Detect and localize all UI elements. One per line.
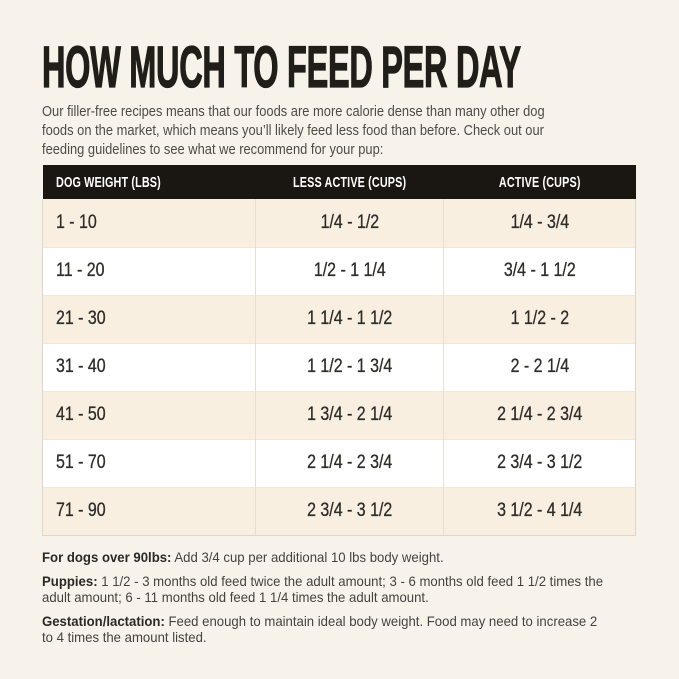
intro-line: foods on the market, which means you’ll … [42,122,544,139]
table-header-row: DOG WEIGHT (LBS) LESS ACTIVE (CUPS) ACTI… [42,165,636,199]
weight-cell: 31 - 40 [42,342,256,391]
table-row: 31 - 40 1 1/2 - 1 3/4 2 - 2 1/4 [42,342,636,391]
less-active-cell: 1 1/2 - 1 3/4 [255,342,444,391]
feeding-guide-table: DOG WEIGHT (LBS) LESS ACTIVE (CUPS) ACTI… [42,165,636,536]
less-active-cell: 2 1/4 - 2 3/4 [255,438,444,487]
active-cell: 3/4 - 1 1/2 [443,246,636,295]
intro-line: feeding guidelines to see what we recomm… [42,141,384,158]
less-active-cell: 1 3/4 - 2 1/4 [255,390,444,439]
note-gestation-lactation: Gestation/lactation: Feed enough to main… [42,613,637,645]
weight-cell: 51 - 70 [42,438,256,487]
column-header-dog-weight: DOG WEIGHT (LBS) [42,165,256,199]
weight-cell: 1 - 10 [42,199,256,247]
intro-line: Our filler-free recipes means that our f… [42,103,545,120]
intro-paragraph: Our filler-free recipes means that our f… [42,102,637,159]
active-cell: 2 - 2 1/4 [443,342,636,391]
table-row: 21 - 30 1 1/4 - 1 1/2 1 1/2 - 2 [42,294,636,343]
note-label: Puppies: [42,572,98,589]
weight-cell: 71 - 90 [42,486,256,536]
column-header-label: DOG WEIGHT (LBS) [55,173,161,191]
less-active-cell: 1/4 - 1/2 [255,199,444,247]
table-row: 51 - 70 2 1/4 - 2 3/4 2 3/4 - 3 1/2 [42,438,636,487]
weight-cell: 21 - 30 [42,294,256,343]
note-text: adult amount; 6 - 11 months old feed 1 1… [42,588,429,605]
less-active-cell: 1 1/4 - 1 1/2 [255,294,444,343]
less-active-cell: 2 3/4 - 3 1/2 [255,486,444,536]
note-text: Feed enough to maintain ideal body weigh… [168,612,598,629]
page-title: HOW MUCH TO FEED PER DAY [42,0,637,100]
note-dogs-over-90lbs: For dogs over 90lbs: Add 3/4 cup per add… [42,549,637,565]
note-puppies: Puppies: 1 1/2 - 3 months old feed twice… [42,573,637,605]
table-row: 41 - 50 1 3/4 - 2 1/4 2 1/4 - 2 3/4 [42,390,636,439]
page-title-text: HOW MUCH TO FEED PER DAY [42,35,522,100]
note-text: to 4 times the amount listed. [42,628,207,645]
table-row: 1 - 10 1/4 - 1/2 1/4 - 3/4 [42,199,636,247]
weight-cell: 41 - 50 [42,390,256,439]
active-cell: 1 1/2 - 2 [443,294,636,343]
active-cell: 1/4 - 3/4 [443,199,636,247]
column-header-label: LESS ACTIVE (CUPS) [292,173,407,191]
column-header-label: ACTIVE (CUPS) [498,173,581,191]
column-header-active: ACTIVE (CUPS) [443,165,636,199]
weight-cell: 11 - 20 [42,246,256,295]
less-active-cell: 1/2 - 1 1/4 [255,246,444,295]
table-row: 71 - 90 2 3/4 - 3 1/2 3 1/2 - 4 1/4 [42,486,636,536]
footnotes: For dogs over 90lbs: Add 3/4 cup per add… [42,549,637,645]
active-cell: 2 3/4 - 3 1/2 [443,438,636,487]
active-cell: 3 1/2 - 4 1/4 [443,486,636,536]
note-label: Gestation/lactation: [42,612,165,629]
note-text: 1 1/2 - 3 months old feed twice the adul… [101,572,604,589]
table-row: 11 - 20 1/2 - 1 1/4 3/4 - 1 1/2 [42,246,636,295]
active-cell: 2 1/4 - 2 3/4 [443,390,636,439]
column-header-less-active: LESS ACTIVE (CUPS) [255,165,444,199]
note-text: Add 3/4 cup per additional 10 lbs body w… [174,548,444,565]
note-label: For dogs over 90lbs: [42,548,172,565]
